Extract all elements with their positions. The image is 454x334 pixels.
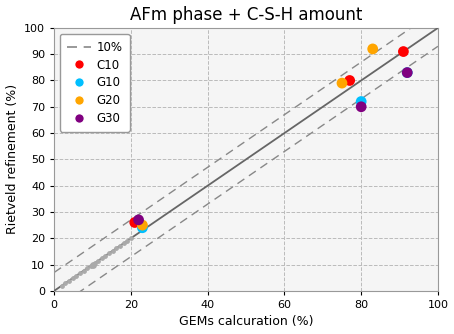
Point [139, 225, 146, 230]
Point [358, 99, 365, 104]
Point [105, 250, 113, 256]
Title: AFm phase + C-S-H amount: AFm phase + C-S-H amount [130, 6, 362, 24]
Point [89, 262, 96, 267]
Point [135, 217, 142, 222]
Point [338, 80, 345, 86]
Point [62, 281, 69, 286]
Point [400, 49, 407, 54]
X-axis label: GEMs calcuration (%): GEMs calcuration (%) [179, 315, 313, 328]
Point [369, 46, 376, 51]
Point [58, 283, 65, 288]
Point [123, 238, 131, 243]
Point [358, 104, 365, 110]
Point [102, 253, 109, 259]
Point [84, 266, 91, 271]
Point [404, 70, 411, 75]
Legend: 10%, C10, G10, G20, G30: 10%, C10, G10, G20, G30 [60, 34, 130, 132]
Point [87, 263, 94, 268]
Y-axis label: Rietveld refinement (%): Rietveld refinement (%) [5, 84, 19, 234]
Point [65, 278, 73, 283]
Point [131, 220, 138, 225]
Point [98, 256, 105, 261]
Point [91, 261, 98, 266]
Point [116, 243, 123, 248]
Point [139, 222, 146, 228]
Point [76, 271, 84, 276]
Point [113, 245, 120, 251]
Point [120, 240, 127, 246]
Point [404, 70, 411, 75]
Point [94, 258, 102, 264]
Point [69, 276, 76, 281]
Point [80, 268, 87, 273]
Point [109, 248, 116, 254]
Point [73, 273, 80, 278]
Point [346, 78, 353, 83]
Point [127, 235, 134, 241]
